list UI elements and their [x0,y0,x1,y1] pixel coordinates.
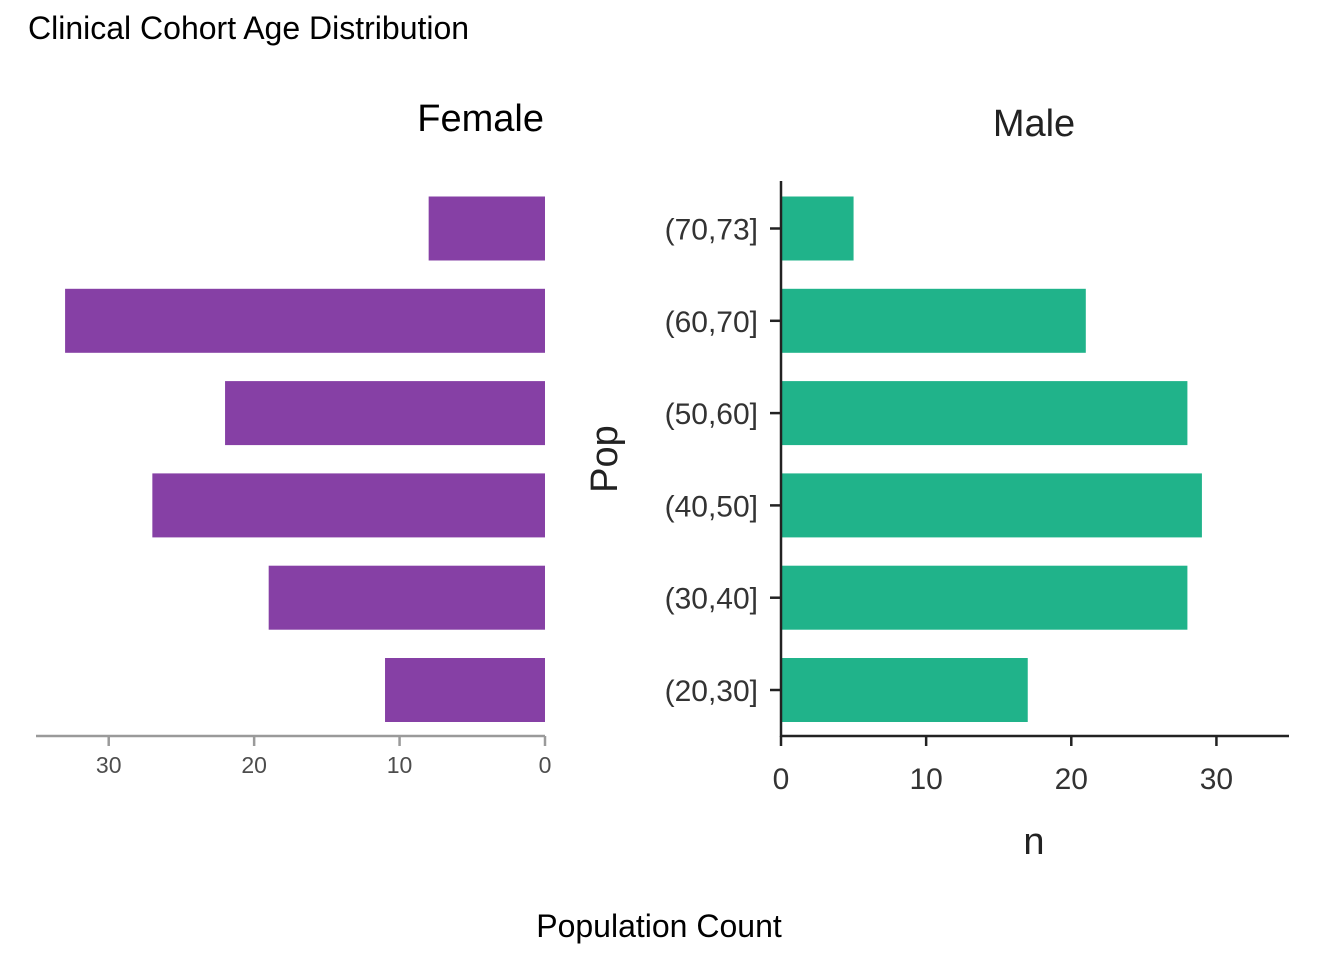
male-y-tick-label: (30,40] [665,583,758,616]
female-bar-40-50 [152,473,546,538]
female-bar-50-60 [225,381,546,446]
male-bar-60-70 [781,288,1086,353]
female-panel: Female 30 20 10 0 [36,98,551,778]
male-panel-title: Male [993,103,1075,145]
female-x-tick-label: 10 [387,752,413,778]
female-x-tick-label: 30 [96,752,122,778]
male-y-tick-label: (70,73] [665,214,758,247]
male-bar-70-73 [781,196,854,261]
female-bar-30-40 [268,565,545,630]
male-panel: Male 0 10 20 30 (20,30] (30,40] (40,50] (50,60… [584,103,1289,863]
male-x-tick-label: 0 [773,763,790,796]
male-bar-20-30 [781,658,1028,722]
male-y-tick-label: (20,30] [665,675,758,708]
figure-title: Clinical Cohort Age Distribution [28,10,470,46]
male-bar-50-60 [781,381,1188,446]
female-x-tick-label: 20 [241,752,267,778]
male-y-tick-label: (50,60] [665,398,758,431]
male-x-tick-label: 20 [1055,763,1088,796]
female-bar-70-73 [428,196,545,261]
male-y-tick-label: (60,70] [665,306,758,339]
male-bar-40-50 [781,473,1202,538]
female-x-tick-label: 0 [539,752,552,778]
female-bar-20-30 [385,658,545,722]
female-bar-60-70 [65,288,545,353]
female-panel-title: Female [417,98,544,140]
male-bar-30-40 [781,565,1188,630]
male-x-tick-label: 30 [1200,763,1233,796]
male-y-axis-title: Pop [584,425,626,493]
male-x-tick-label: 10 [909,763,942,796]
male-x-axis-title: n [1023,821,1044,863]
male-y-tick-label: (40,50] [665,490,758,523]
figure-caption: Population Count [536,908,782,944]
